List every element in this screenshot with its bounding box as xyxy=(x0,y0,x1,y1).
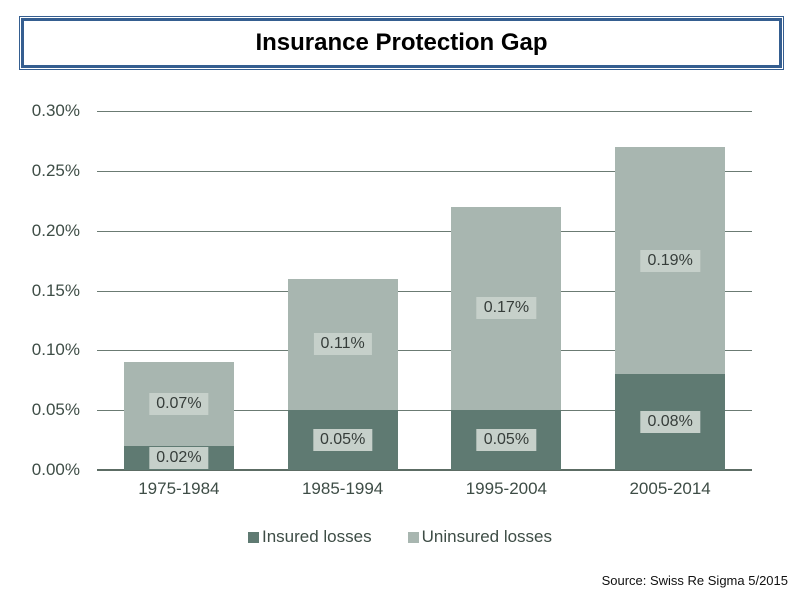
gridline xyxy=(97,170,752,172)
x-category-label: 1975-1984 xyxy=(138,479,220,498)
data-label: 0.05% xyxy=(312,429,373,452)
data-label: 0.11% xyxy=(313,333,372,356)
legend-item-insured: Insured losses xyxy=(247,527,372,547)
chart-title-box: Insurance Protection Gap xyxy=(21,18,782,68)
data-label: 0.07% xyxy=(149,393,209,416)
y-axis-tick-label: 0.25% xyxy=(31,160,80,180)
insured-swatch-icon xyxy=(247,531,259,543)
y-axis-tick-label: 0.20% xyxy=(31,220,80,240)
gridline xyxy=(97,410,752,412)
chart-title: Insurance Protection Gap xyxy=(255,29,548,56)
y-axis-tick-label: 0.15% xyxy=(31,280,80,300)
legend-label-insured: Insured losses xyxy=(261,527,372,546)
data-label: 0.19% xyxy=(640,249,700,272)
y-axis-tick-label: 0.10% xyxy=(31,340,80,360)
uninsured-swatch-icon xyxy=(407,531,419,543)
legend: Insured losses Uninsured losses xyxy=(0,527,800,547)
x-category-label: 1985-1994 xyxy=(301,479,384,498)
gridline xyxy=(97,230,752,232)
y-axis-tick-label: 0.05% xyxy=(31,400,80,420)
data-label: 0.05% xyxy=(476,429,537,452)
x-axis-line xyxy=(97,469,752,471)
legend-item-uninsured: Uninsured losses xyxy=(407,527,553,547)
x-category-label: 2005-2014 xyxy=(629,479,711,498)
x-category-label: 1995-2004 xyxy=(465,479,548,498)
gridline xyxy=(97,290,752,292)
y-axis-tick-label: 0.00% xyxy=(31,460,80,479)
legend-label-uninsured: Uninsured losses xyxy=(421,527,553,546)
gridline xyxy=(97,350,752,352)
y-axis-tick-label: 0.30% xyxy=(31,101,80,120)
source-note: Source: Swiss Re Sigma 5/2015 xyxy=(601,573,788,588)
data-label: 0.02% xyxy=(149,447,209,470)
data-label: 0.08% xyxy=(640,411,700,434)
gridline xyxy=(97,111,752,112)
data-label: 0.17% xyxy=(476,297,537,320)
